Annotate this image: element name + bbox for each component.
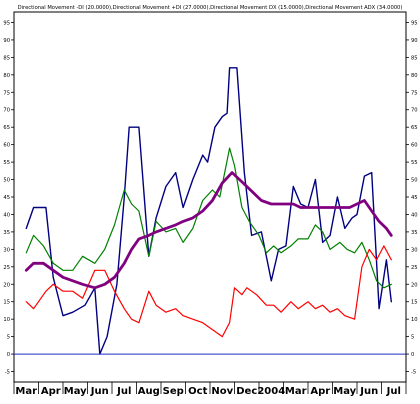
x-tick-label: 2004 [257,386,285,397]
y-tick-label-left: 85 [3,55,10,61]
y-tick-label-left: 15 [3,300,10,306]
y-tick-label-left: 65 [3,125,10,131]
x-tick-label: Apr [310,386,330,397]
y-tick-label-right: 85 [411,55,418,61]
y-tick-label-right: 90 [411,38,418,44]
y-tick-label-right: 75 [411,90,418,96]
y-tick-label-left: 40 [3,212,10,218]
y-tick-label-left: 45 [3,195,10,201]
y-tick-label-left: 60 [3,143,10,149]
y-tick-label-left: -5 [5,370,10,376]
x-tick-label: May [64,386,87,397]
y-tick-label-left: 10 [3,317,10,323]
y-tick-label-left: 90 [3,38,10,44]
y-tick-label-left: 70 [3,108,10,114]
x-tick-label: Jul [386,386,401,397]
y-tick-label-right: 50 [411,178,418,184]
y-tick-label-right: 45 [411,195,418,201]
y-tick-label-left: 25 [3,265,10,271]
y-tick-label-right: 65 [411,125,418,131]
series-layer [24,67,393,355]
x-tick-label: Jun [90,386,109,397]
series-line-directional-movement-dx [25,67,392,355]
y-tick-label-right: 0 [411,352,414,358]
y-tick-label-left: 5 [7,335,10,341]
x-tick-label: Mar [285,386,307,397]
y-tick-label-left: 80 [3,73,10,79]
y-tick-label-left: 75 [3,90,10,96]
y-tick-label-left: 35 [3,230,10,236]
x-tick-label: Oct [188,386,207,397]
x-tick-label: Nov [211,386,233,397]
y-tick-label-right: 15 [411,300,418,306]
plot-frame [13,11,407,383]
x-tick-label: Sep [163,386,184,397]
x-tick-label: Jul [116,386,131,397]
y-tick-label-left: 0 [7,352,10,358]
x-tick-label: Aug [138,386,160,397]
y-tick-label-right: 95 [411,20,418,26]
x-tick-label: Mar [15,386,37,397]
series-line-directional-movement-adx [24,171,393,290]
y-tick-label-right: 10 [411,317,418,323]
y-tick-label-right: 40 [411,212,418,218]
y-tick-label-left: 95 [3,20,10,26]
y-tick-label-right: 20 [411,282,418,288]
y-tick-label-right: 80 [411,73,418,79]
y-tick-label-left: 50 [3,178,10,184]
y-tick-label-right: 35 [411,230,418,236]
series-line-directional-movement-di [25,245,392,338]
x-tick-label: Dec [236,386,257,397]
chart-title: Directional Movement -DI (20.0000),Direc… [18,5,403,11]
y-tick-label-left: 55 [3,160,10,166]
y-tick-label-right: 70 [411,108,418,114]
y-tick-label-left: 20 [3,282,10,288]
x-tick-label: Apr [41,386,61,397]
y-tick-label-right: 60 [411,143,418,149]
y-tick-label-right: 30 [411,247,418,253]
y-tick-label-right: -5 [411,370,416,376]
x-tick-label: Jun [359,386,378,397]
y-tick-label-right: 55 [411,160,418,166]
y-tick-label-left: 30 [3,247,10,253]
y-tick-label-right: 25 [411,265,418,271]
series-line-directional-movement-di [25,147,392,289]
x-tick-label: May [333,386,356,397]
y-tick-label-right: 5 [411,335,414,341]
